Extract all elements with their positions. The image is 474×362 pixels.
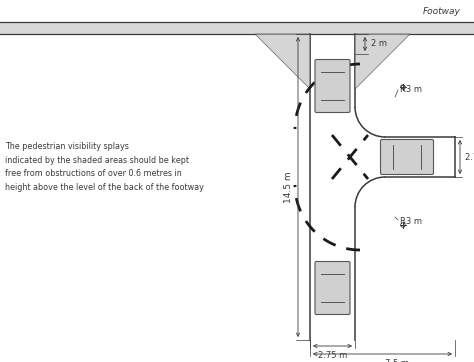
Polygon shape: [355, 34, 410, 89]
Bar: [0, 22, 474, 34]
FancyBboxPatch shape: [315, 261, 350, 315]
FancyBboxPatch shape: [315, 59, 350, 113]
Text: The pedestrian visibility splays
indicated by the shaded areas should be kept
fr: The pedestrian visibility splays indicat…: [5, 142, 204, 192]
FancyBboxPatch shape: [381, 139, 434, 174]
Text: 2.75 m: 2.75 m: [318, 351, 347, 360]
Text: Footway: Footway: [423, 8, 461, 17]
Text: 2.75 m: 2.75 m: [465, 152, 474, 161]
Text: 14.5 m: 14.5 m: [284, 171, 293, 203]
Text: R3 m: R3 m: [400, 85, 422, 94]
Polygon shape: [255, 34, 310, 89]
Text: R3 m: R3 m: [400, 218, 422, 227]
Text: 2 m: 2 m: [371, 39, 387, 49]
Text: 7.5 m: 7.5 m: [385, 359, 410, 362]
